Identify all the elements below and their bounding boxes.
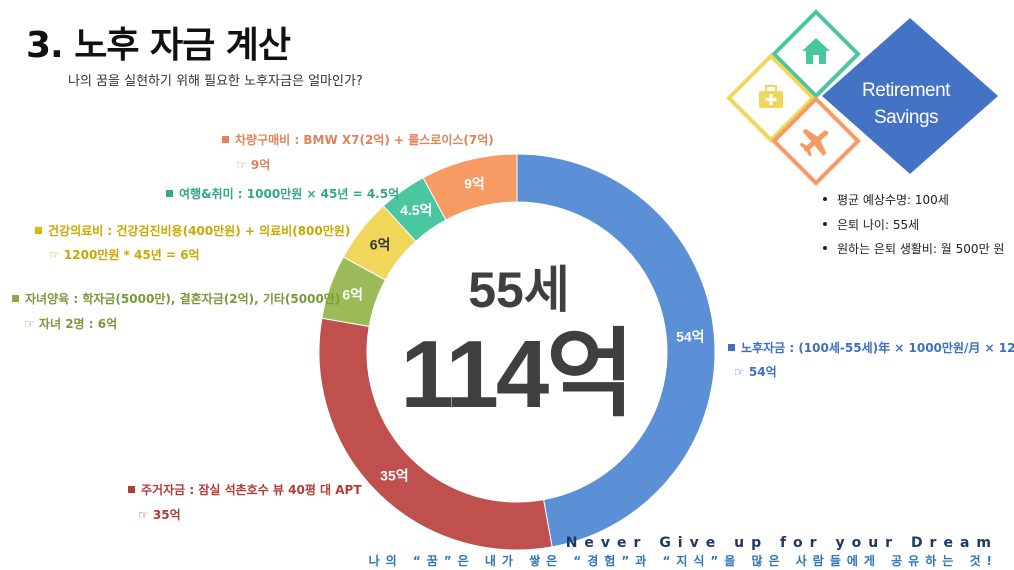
slice-data-label: 35억 — [380, 467, 408, 483]
travel-legend-marker — [166, 190, 173, 197]
badge-label-line2: Savings — [874, 107, 938, 128]
assumption-item: 평균 예상수명: 100세 — [823, 191, 949, 208]
assumption-item: 은퇴 나이: 55세 — [823, 216, 919, 233]
note-health-sub: ☞ 1200만원 * 45년 = 6억 — [49, 248, 200, 262]
retirement-legend-marker — [728, 344, 735, 351]
health-legend-marker — [35, 227, 42, 234]
note-retirement: 노후자금 : (100세-55세)年 × 1000만원/月 × 12月 — [728, 339, 1014, 356]
slice-data-label: 6억 — [370, 237, 391, 253]
housing-legend-marker — [128, 486, 135, 493]
note-children-sub: ☞ 자녀 2명 : 6억 — [24, 317, 118, 331]
airplane-icon — [799, 128, 829, 157]
slice-data-label: 9억 — [464, 175, 485, 191]
donut-slice — [422, 153, 518, 221]
note-health: 건강의료비 : 건강검진비용(400만원) + 의료비(800만원) — [35, 222, 350, 239]
note-housing-sub: ☞ 35억 — [138, 508, 181, 522]
medical-kit-icon — [759, 85, 783, 108]
footer-slogan: Never Give up for your Dream — [565, 535, 998, 551]
note-car: 차량구매비 : BMW X7(2억) + 롤스로이스(7억) — [222, 131, 494, 148]
retirement-badge: Retirement Savings — [726, 9, 998, 186]
center-age-label: 55세 — [468, 262, 570, 318]
donut-slice — [516, 153, 716, 548]
slice-data-label: 54억 — [676, 329, 704, 345]
note-car-text: 차량구매비 : BMW X7(2억) + 롤스로이스(7억) — [235, 133, 494, 147]
page-subtitle: 나의 꿈을 실현하기 위해 필요한 노후자금은 얼마인가? — [68, 74, 363, 89]
page-title: 3. 노후 자금 계산 — [26, 25, 291, 66]
assumption-item: 원하는 은퇴 생활비: 월 500만 원 — [823, 240, 1004, 257]
note-retirement-sub: ☞ 54억 — [734, 365, 777, 379]
footer-message: 나의 “꿈”은 내가 쌓은 “경험”과 “지식”을 많은 사람들에게 공유하는 … — [368, 554, 998, 568]
note-retirement-text: 노후자금 : (100세-55세)年 × 1000만원/月 × 12月 — [741, 341, 1014, 355]
badge-diamond — [822, 18, 998, 174]
note-health-text: 건강의료비 : 건강검진비용(400만원) + 의료비(800만원) — [48, 224, 351, 238]
note-children: 자녀양육 : 학자금(5000만), 결혼자금(2억), 기타(5000만) — [12, 290, 340, 307]
note-children-text: 자녀양육 : 학자금(5000만), 결혼자금(2억), 기타(5000만) — [25, 292, 341, 306]
slice-data-label: 6억 — [342, 287, 363, 303]
note-housing: 주거자금 : 잠실 석촌호수 뷰 40평 대 APT — [128, 481, 362, 498]
note-travel: 여행&취미 : 1000만원 × 45년 = 4.5억 — [166, 185, 399, 202]
slice-data-label: 4.5억 — [400, 202, 432, 218]
children-legend-marker — [12, 295, 19, 302]
center-total-label: 114억 — [400, 321, 631, 428]
note-travel-text: 여행&취미 : 1000만원 × 45년 = 4.5억 — [179, 187, 400, 201]
badge-label-line1: Retirement — [862, 80, 951, 101]
note-car-sub: ☞ 9억 — [236, 158, 271, 172]
car-legend-marker — [222, 136, 229, 143]
note-housing-text: 주거자금 : 잠실 석촌호수 뷰 40평 대 APT — [141, 483, 362, 497]
house-icon — [802, 38, 830, 64]
